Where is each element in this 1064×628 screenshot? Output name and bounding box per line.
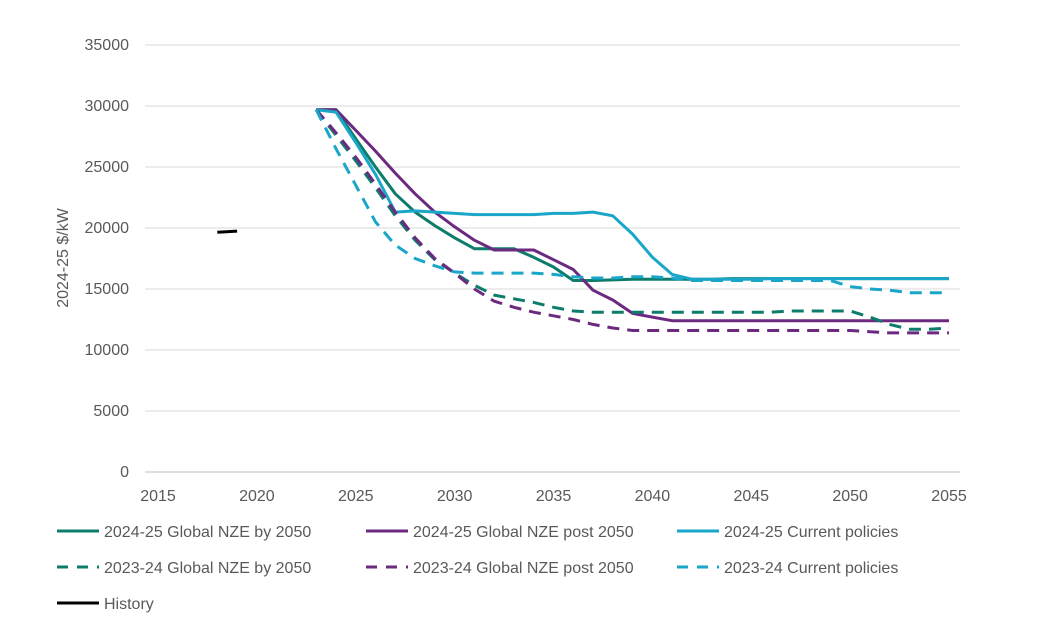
series-line-5	[315, 108, 949, 335]
y-tick-label: 15000	[85, 281, 130, 298]
x-tick-label: 2015	[140, 488, 176, 505]
y-tick-label: 0	[120, 464, 129, 481]
x-tick-label: 2045	[733, 488, 769, 505]
legend-label: 2024-25 Current policies	[724, 524, 898, 541]
y-tick-label: 25000	[85, 159, 130, 176]
x-tick-label: 2020	[239, 488, 275, 505]
x-tick-label: 2035	[536, 488, 572, 505]
legend-label: 2023-24 Global NZE post 2050	[413, 560, 634, 577]
y-tick-label: 30000	[85, 98, 130, 115]
series-line-4	[315, 108, 950, 331]
x-tick-label: 2050	[832, 488, 868, 505]
series-line-6	[314, 109, 949, 295]
y-axis-ticks: 0 5000 10000 15000 20000 25000 30000 35000	[85, 37, 130, 481]
y-tick-label: 35000	[85, 37, 130, 54]
x-axis-ticks: 2015 2020 2025 2030 2035 2040 2045 2050 2055	[140, 488, 967, 505]
y-tick-label: 20000	[85, 220, 130, 237]
y-axis-label: 2024-25 $/kW	[55, 207, 72, 308]
y-tick-label: 10000	[85, 342, 130, 359]
series-line-7	[217, 229, 238, 234]
plot-lines	[217, 108, 950, 335]
legend-label: 2024-25 Global NZE post 2050	[413, 524, 634, 541]
y-tick-label: 5000	[93, 403, 129, 420]
x-tick-label: 2055	[931, 488, 967, 505]
x-tick-label: 2025	[338, 488, 374, 505]
legend-label: 2023-24 Global NZE by 2050	[104, 560, 311, 577]
series-line-3	[316, 108, 949, 281]
series-line-1	[316, 108, 949, 282]
x-tick-label: 2030	[437, 488, 473, 505]
x-tick-label: 2040	[635, 488, 671, 505]
gridlines	[145, 44, 960, 473]
legend-label: 2024-25 Global NZE by 2050	[104, 524, 311, 541]
legend-label: History	[104, 596, 154, 613]
legend-label: 2023-24 Current policies	[724, 560, 898, 577]
legend: 2024-25 Global NZE by 2050 2024-25 Global…	[57, 524, 898, 613]
